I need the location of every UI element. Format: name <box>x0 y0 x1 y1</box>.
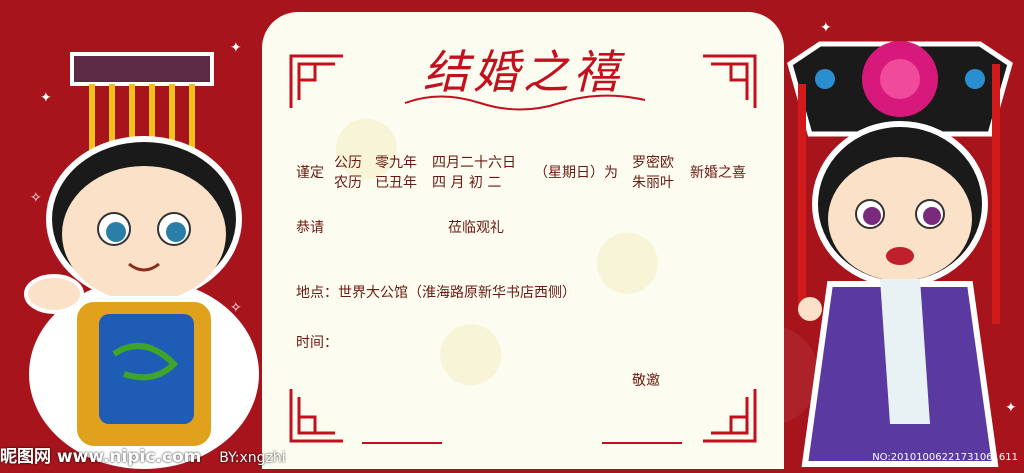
lunar-year: 已丑年 <box>375 175 417 191</box>
sparkle-star-icon: ✦ <box>40 90 52 106</box>
lunar-calendar-label: 农历 <box>334 175 362 191</box>
title-swirl-ornament <box>404 94 646 111</box>
lunar-date: 四 月 初 二 <box>432 175 502 191</box>
corner-ornament-icon <box>287 52 345 110</box>
location-text: 地点：世界大公馆（淮海路原新华书店西侧） <box>296 285 576 301</box>
card-title: 结婚之禧 <box>423 45 623 99</box>
solar-date: 四月二十六日 <box>432 155 516 171</box>
solar-calendar-label: 公历 <box>334 155 362 171</box>
corner-ornament-icon <box>287 387 345 445</box>
image-id-text: NO:20101006221731061611 <box>872 452 1018 463</box>
respect-text: 恭请 <box>296 220 324 236</box>
corner-ornament-icon <box>701 52 759 110</box>
invitation-card: 结婚之禧 谨定 公历 农历 零九年 已丑年 四月二十六日 四 月 初 二 （星期… <box>262 12 784 469</box>
watermark-text: 昵图网 www.nipic.com <box>0 447 202 467</box>
bottom-divider <box>362 442 682 444</box>
sparkle-star-icon: ✦ <box>1005 400 1017 416</box>
emperor-cartoon-icon <box>14 44 274 469</box>
sparkle-star-icon: ✧ <box>30 190 42 206</box>
watermark: 昵图网 www.nipic.com BY:xngzhi <box>0 442 286 467</box>
sign-text: 敬邀 <box>632 373 660 389</box>
empress-cartoon-icon <box>780 24 1020 469</box>
sparkle-star-icon: ✧ <box>230 300 242 316</box>
time-text: 时间： <box>296 335 338 351</box>
sparkle-star-icon: ✦ <box>820 20 832 36</box>
weekday-text: （星期日）为 <box>534 165 618 181</box>
bride-name: 朱丽叶 <box>632 175 674 191</box>
prefix-text: 谨定 <box>296 165 324 181</box>
groom-name: 罗密欧 <box>632 155 674 171</box>
author-text: BY:xngzhi <box>219 450 286 466</box>
occasion-text: 新婚之喜 <box>690 165 746 181</box>
solar-year: 零九年 <box>375 155 417 171</box>
attend-text: 莅临观礼 <box>448 220 504 236</box>
sparkle-star-icon: ✦ <box>230 40 242 56</box>
corner-ornament-icon <box>701 387 759 445</box>
